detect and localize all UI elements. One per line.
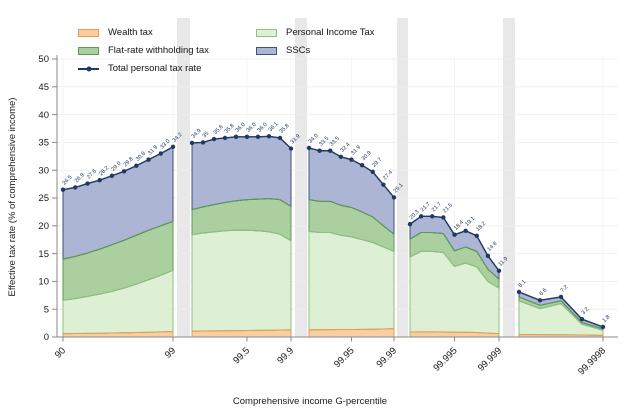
svg-text:27.6: 27.6 xyxy=(86,169,98,181)
svg-text:26.5: 26.5 xyxy=(62,175,74,187)
svg-text:31.9: 31.9 xyxy=(147,145,159,157)
svg-text:Comprehensive income G-percent: Comprehensive income G-percentile xyxy=(233,396,387,407)
svg-text:99.9998: 99.9998 xyxy=(576,345,608,377)
svg-text:36.1: 36.1 xyxy=(268,121,280,133)
svg-text:29.7: 29.7 xyxy=(371,157,383,169)
legend-label-personal-income-tax: Personal Income Tax xyxy=(286,27,375,39)
svg-text:25.1: 25.1 xyxy=(393,182,405,194)
sscs-swatch xyxy=(256,47,277,55)
svg-text:26.9: 26.9 xyxy=(74,172,86,184)
svg-text:30.9: 30.9 xyxy=(361,150,373,162)
svg-text:30: 30 xyxy=(38,165,49,176)
svg-text:27.4: 27.4 xyxy=(382,170,394,182)
svg-text:99.95: 99.95 xyxy=(332,345,357,370)
svg-text:0: 0 xyxy=(44,332,49,343)
legend-label-wealth-tax: Wealth tax xyxy=(108,27,153,39)
svg-text:20: 20 xyxy=(38,221,49,232)
svg-text:99: 99 xyxy=(163,345,178,360)
legend-label-sscs: SSCs xyxy=(286,45,311,57)
svg-text:40: 40 xyxy=(38,110,49,121)
svg-text:34.9: 34.9 xyxy=(191,128,203,140)
svg-text:21.7: 21.7 xyxy=(420,201,432,213)
legend-item-flat-rate-withholding-tax: Flat-rate withholding tax xyxy=(78,45,256,57)
svg-text:14.6: 14.6 xyxy=(487,241,499,253)
line-marker-dot xyxy=(86,66,91,72)
svg-text:34.2: 34.2 xyxy=(172,132,184,144)
svg-text:6.6: 6.6 xyxy=(539,287,549,297)
svg-text:21.7: 21.7 xyxy=(431,201,443,213)
svg-text:50: 50 xyxy=(38,54,49,65)
svg-text:34.0: 34.0 xyxy=(308,133,320,145)
svg-text:15: 15 xyxy=(38,249,49,260)
legend-column-2: Personal Income Tax SSCs xyxy=(256,27,375,75)
svg-text:20.3: 20.3 xyxy=(409,209,421,221)
svg-text:33.0: 33.0 xyxy=(159,138,171,150)
svg-text:35: 35 xyxy=(202,131,211,140)
svg-text:99.999: 99.999 xyxy=(476,345,504,373)
personal-income-tax-swatch xyxy=(256,29,277,37)
legend-label-flat-rate-withholding-tax: Flat-rate withholding tax xyxy=(108,45,209,57)
legend-item-sscs: SSCs xyxy=(256,45,375,57)
svg-text:21.5: 21.5 xyxy=(442,202,454,214)
svg-text:33.9: 33.9 xyxy=(290,133,302,145)
svg-text:18.4: 18.4 xyxy=(453,220,465,232)
svg-text:36.0: 36.0 xyxy=(246,122,258,134)
legend-item-wealth-tax: Wealth tax xyxy=(78,27,256,39)
wealth-tax-swatch xyxy=(78,29,99,37)
svg-text:36.0: 36.0 xyxy=(235,122,247,134)
svg-text:35.6: 35.6 xyxy=(213,124,225,136)
svg-text:1.8: 1.8 xyxy=(602,314,612,324)
svg-text:33.5: 33.5 xyxy=(329,136,341,148)
svg-text:18.2: 18.2 xyxy=(475,221,487,233)
svg-text:29.8: 29.8 xyxy=(123,156,135,168)
svg-text:35.8: 35.8 xyxy=(279,123,291,135)
svg-text:99.99: 99.99 xyxy=(375,345,400,370)
svg-text:45: 45 xyxy=(38,82,49,93)
svg-text:36.0: 36.0 xyxy=(257,122,269,134)
svg-text:25: 25 xyxy=(38,193,49,204)
svg-text:30.8: 30.8 xyxy=(135,151,147,163)
svg-text:29.0: 29.0 xyxy=(111,161,123,173)
legend-label-total-personal-tax-rate: Total personal tax rate xyxy=(108,63,202,75)
svg-text:31.9: 31.9 xyxy=(350,145,362,157)
chart-legend: Wealth tax Flat-rate withholding tax Tot… xyxy=(78,27,375,75)
flat-rate-withholding-tax-swatch xyxy=(78,47,99,55)
svg-text:32.4: 32.4 xyxy=(340,142,352,154)
svg-text:99.5: 99.5 xyxy=(231,345,252,366)
svg-text:19.1: 19.1 xyxy=(464,216,476,228)
legend-column-1: Wealth tax Flat-rate withholding tax Tot… xyxy=(78,27,256,75)
svg-text:99.9: 99.9 xyxy=(275,345,296,366)
svg-text:10: 10 xyxy=(38,277,49,288)
svg-text:7.2: 7.2 xyxy=(560,284,570,294)
svg-text:35: 35 xyxy=(38,138,49,149)
svg-text:Effective tax rate (% of compr: Effective tax rate (% of comprehensive i… xyxy=(7,98,18,297)
svg-text:5: 5 xyxy=(44,304,49,315)
svg-text:28.2: 28.2 xyxy=(98,165,110,177)
svg-text:11.9: 11.9 xyxy=(498,256,510,268)
svg-text:35.8: 35.8 xyxy=(224,123,236,135)
svg-text:3.2: 3.2 xyxy=(581,306,591,316)
svg-text:99.995: 99.995 xyxy=(431,345,459,373)
legend-item-total-personal-tax-rate: Total personal tax rate xyxy=(78,63,256,75)
svg-text:90: 90 xyxy=(53,345,68,360)
legend-item-personal-income-tax: Personal Income Tax xyxy=(256,27,375,39)
svg-text:33.5: 33.5 xyxy=(318,136,330,148)
total-personal-tax-rate-line-swatch xyxy=(78,66,99,72)
svg-text:8.1: 8.1 xyxy=(518,279,528,289)
